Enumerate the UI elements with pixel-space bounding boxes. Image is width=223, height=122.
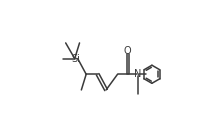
- Text: Si: Si: [72, 54, 81, 64]
- Text: N: N: [134, 69, 142, 79]
- Text: O: O: [124, 46, 132, 56]
